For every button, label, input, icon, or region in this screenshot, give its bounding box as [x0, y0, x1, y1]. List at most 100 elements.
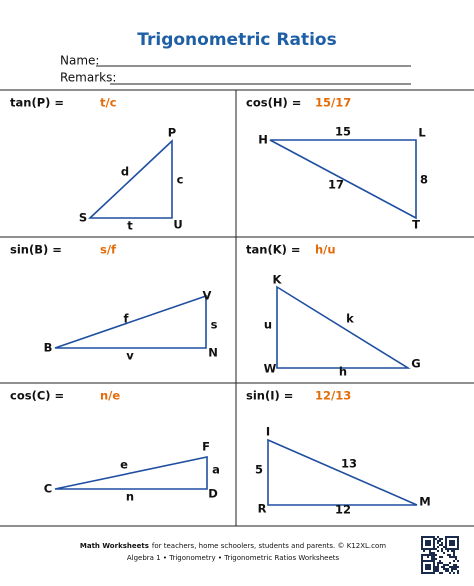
qr-module [447, 570, 449, 572]
qr-module [457, 566, 459, 568]
qr-module [453, 544, 455, 546]
qr-module [439, 556, 441, 558]
qr-module [449, 544, 451, 546]
qr-module [443, 552, 445, 554]
qr-module [451, 548, 453, 550]
qr-module [423, 554, 425, 556]
qr-module [427, 560, 429, 562]
qr-module [443, 568, 445, 570]
qr-module [451, 570, 453, 572]
qr-module [435, 548, 437, 550]
qr-module [437, 550, 439, 552]
qr-module [425, 544, 427, 546]
qr-module [449, 536, 451, 538]
triangle-label: P [168, 126, 176, 140]
triangle-label: k [346, 312, 354, 326]
remarks-label: Remarks: [60, 71, 116, 85]
qr-module [445, 548, 447, 550]
qr-module [445, 538, 447, 540]
qr-module [433, 544, 435, 546]
qr-module [445, 546, 447, 548]
qr-module [447, 564, 449, 566]
qr-module [427, 568, 429, 570]
qr-module [425, 572, 427, 574]
qr-module [433, 562, 435, 564]
qr-module [429, 544, 431, 546]
qr-module [421, 558, 423, 560]
qr-module [425, 566, 427, 568]
qr-module [423, 550, 425, 552]
qr-module [427, 564, 429, 566]
qr-module [425, 564, 427, 566]
qr-module [431, 552, 433, 554]
question: tan(K) = [246, 243, 301, 257]
qr-module [451, 540, 453, 542]
triangle-label: 12 [335, 503, 351, 517]
qr-module [421, 566, 423, 568]
qr-module [429, 564, 431, 566]
qr-module [433, 566, 435, 568]
qr-module [455, 548, 457, 550]
triangle-label: c [177, 173, 184, 187]
qr-module [429, 560, 431, 562]
qr-module [421, 540, 423, 542]
qr-module [421, 572, 423, 574]
qr-module [421, 536, 423, 538]
qr-module [431, 560, 433, 562]
qr-module [445, 540, 447, 542]
qr-module [453, 536, 455, 538]
qr-module [435, 570, 437, 572]
qr-module [435, 566, 437, 568]
answer: s/f [100, 243, 117, 257]
answer: n/e [100, 389, 120, 403]
qr-module [449, 554, 451, 556]
qr-module [431, 554, 433, 556]
qr-module [425, 542, 427, 544]
qr-module [427, 566, 429, 568]
title: Trigonometric Ratios [137, 30, 336, 50]
qr-module [423, 536, 425, 538]
qr-module [455, 556, 457, 558]
qr-module [433, 572, 435, 574]
qr-module [421, 564, 423, 566]
qr-module [437, 562, 439, 564]
qr-module [445, 536, 447, 538]
triangle [269, 139, 417, 220]
question: cos(C) = [10, 389, 64, 403]
qr-module [455, 558, 457, 560]
qr-module [453, 554, 455, 556]
triangle-label: d [121, 165, 129, 179]
qr-module [433, 564, 435, 566]
qr-module [455, 568, 457, 570]
qr-module [441, 562, 443, 564]
qr-module [421, 548, 423, 550]
qr-module [441, 550, 443, 552]
qr-module [449, 548, 451, 550]
qr-module [433, 554, 435, 556]
qr-module [449, 562, 451, 564]
qr-module [437, 568, 439, 570]
footer-tagline: for teachers, home schoolers, students a… [152, 542, 386, 550]
triangle-label: n [126, 490, 134, 504]
triangle-label: H [258, 133, 268, 147]
qr-module [455, 564, 457, 566]
triangle-label: a [212, 463, 220, 477]
triangle-label: U [173, 218, 182, 232]
qr-module [453, 564, 455, 566]
qr-module [449, 542, 451, 544]
qr-module [457, 540, 459, 542]
triangle-label: F [202, 440, 210, 454]
qr-module [421, 538, 423, 540]
qr-module [449, 540, 451, 542]
qr-module [447, 548, 449, 550]
qr-module [453, 560, 455, 562]
qr-module [425, 540, 427, 542]
qr-module [421, 554, 423, 556]
qr-module [425, 568, 427, 570]
triangle-label: B [44, 341, 53, 355]
qr-module [431, 536, 433, 538]
qr-module [441, 566, 443, 568]
qr-module [437, 564, 439, 566]
qr-module [433, 552, 435, 554]
qr-module [427, 536, 429, 538]
